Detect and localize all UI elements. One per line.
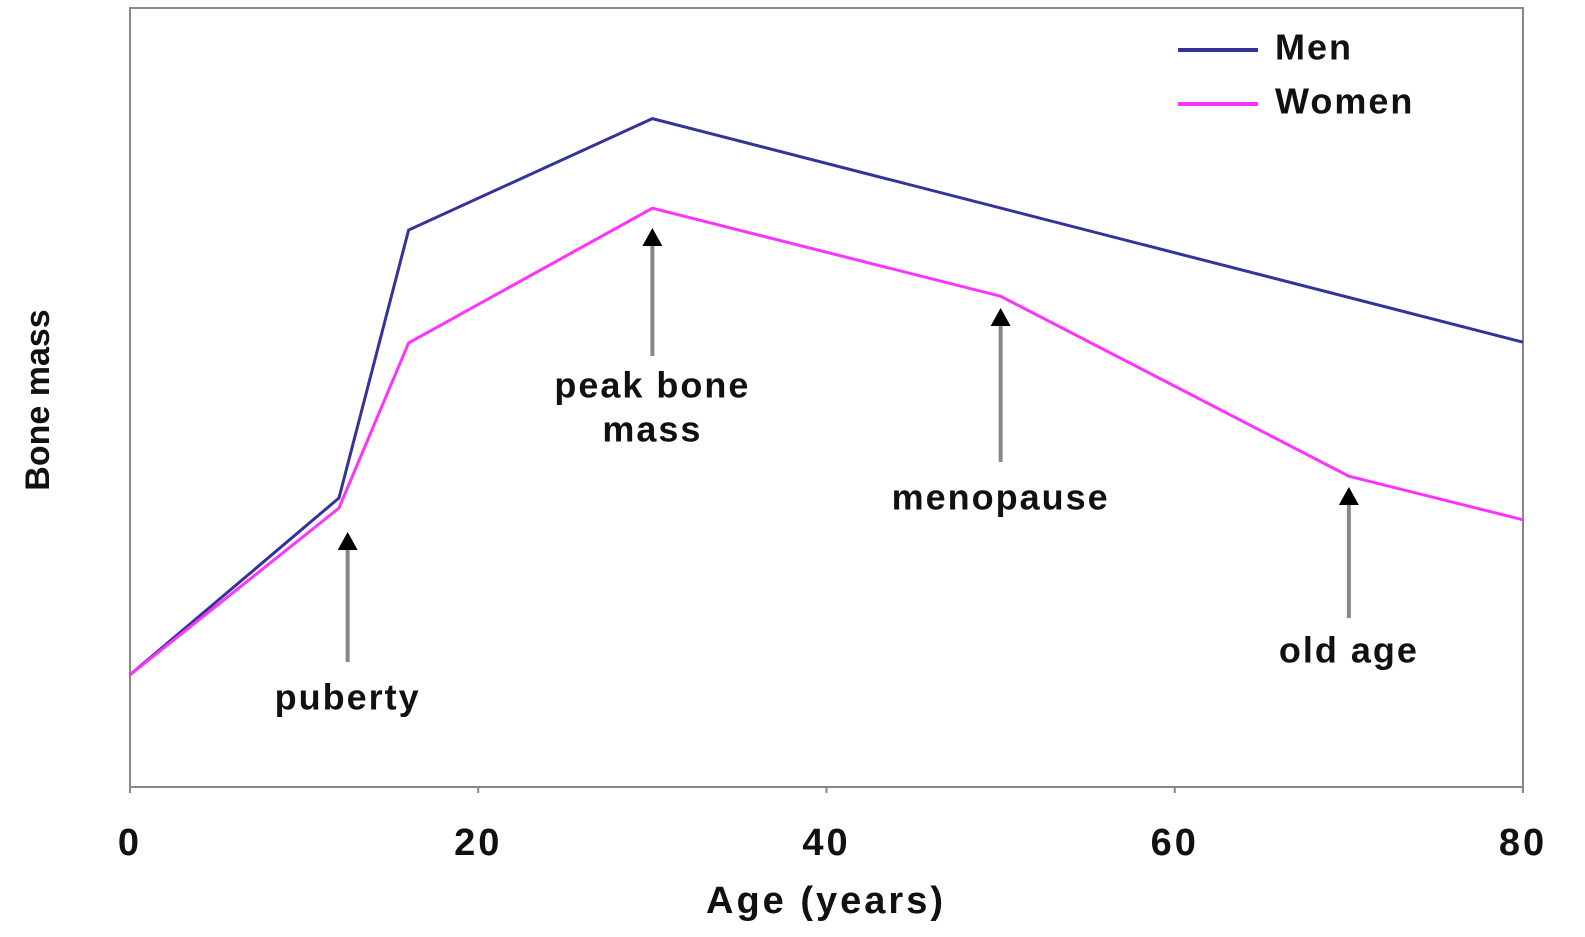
x-tick-label: 20 [454,822,502,864]
legend-label: Women [1275,81,1414,122]
annotation-label: menopause [892,477,1110,518]
annotation-label: old age [1279,630,1419,671]
annotation-arrowhead [337,532,358,550]
x-axis-label: Age (years) [706,880,946,922]
series-line [129,117,1524,676]
x-tick-label: 60 [1151,822,1199,864]
x-tick-label: 0 [118,822,142,864]
annotation-arrowhead [642,228,663,246]
annotation-arrowhead [1338,487,1359,505]
annotation-label: peak bone [554,365,750,406]
x-tick-label: 40 [802,822,850,864]
annotation-label: puberty [275,677,421,718]
series-line [129,206,1524,676]
y-axis-label: Bone mass [19,309,57,490]
annotation-arrowhead [990,308,1011,326]
legend-label: Men [1275,27,1353,68]
x-tick-label: 80 [1499,822,1547,864]
annotation-label: mass [602,409,702,450]
